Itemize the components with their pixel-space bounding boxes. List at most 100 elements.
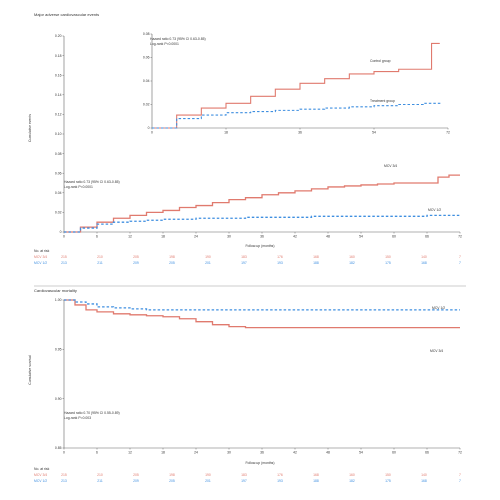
cvm-axes [63, 300, 460, 449]
mace-series-red [64, 174, 460, 233]
cvm-series-blue [64, 299, 460, 311]
cvm-xtick-label: 72 [458, 451, 462, 455]
mace-risk-blue-cell: 209 [133, 261, 139, 265]
mace-ytick-label: 0.06 [55, 171, 62, 175]
cvm-risk-blue-cell: 205 [169, 479, 175, 483]
mace-ytick-label: 0.16 [55, 73, 62, 77]
risk-b-title: No. at risk [34, 467, 50, 471]
inset-ytick-label: 0.08 [143, 32, 150, 36]
mace-xtick-label: 72 [458, 235, 462, 239]
cvm-xtick-label: 54 [359, 451, 363, 455]
cvm-xtick-label: 30 [227, 451, 231, 455]
inset-xtick-label: 54 [372, 131, 376, 135]
mace-xtick-label: 42 [293, 235, 297, 239]
mace-xtick-label: 6 [96, 235, 98, 239]
inset-ytick-label: 0.02 [143, 103, 150, 107]
cvm-risk-blue-cell: 182 [349, 479, 355, 483]
cvm-risk-blue-cell: 201 [205, 479, 211, 483]
cvm-risk-red-cell: 7 [459, 473, 461, 477]
mace-risk-blue-cell: 188 [313, 261, 319, 265]
inset-label-blue: Treatment group [370, 99, 395, 103]
risk-b-group-red: MCV 3/4 [34, 473, 47, 477]
panel-a-label-red: MCV 3/4 [384, 164, 397, 168]
panel-b-label-red: MCV 3/4 [430, 349, 443, 353]
mace-risk-blue-cell: 182 [349, 261, 355, 265]
mace-ytick-label: 0.04 [55, 191, 62, 195]
mace-series-blue [64, 214, 460, 233]
inset-stats-2: Log-rank P<0.0001 [150, 42, 179, 46]
cvm-risk-blue-cell: 7 [459, 479, 461, 483]
cvm-risk-blue-cell: 168 [421, 479, 427, 483]
mace-xtick-label: 48 [326, 235, 330, 239]
inset-xtick-label: 72 [446, 131, 450, 135]
mace-risk-red-cell: 176 [277, 255, 283, 259]
mace-risk-red-cell: 205 [133, 255, 139, 259]
mace-xtick-label: 66 [425, 235, 429, 239]
inset-series-red [152, 42, 440, 129]
mace-xtick-label: 18 [161, 235, 165, 239]
panel-b-stats-1: Hazard ratio 0.70 (95% CI 0.55-0.89) [64, 411, 120, 415]
cvm-risk-blue-cell: 175 [385, 479, 391, 483]
panel-a-xlabel: Follow-up (months) [245, 244, 274, 248]
panel-cv-mortality: Cardiovascular mortality Cumulative surv… [28, 288, 445, 483]
mace-xtick-label: 54 [359, 235, 363, 239]
cvm-risk-red-cell: 183 [241, 473, 247, 477]
cvm-risk-blue-cell: 193 [277, 479, 283, 483]
mace-xtick-label: 0 [63, 235, 65, 239]
mace-xtick-label: 36 [260, 235, 264, 239]
cvm-risk-red-cell: 160 [349, 473, 355, 477]
cvm-risk-red-cell: 198 [169, 473, 175, 477]
mace-risk-blue-cell: 205 [169, 261, 175, 265]
inset-ytick-label: 0.06 [143, 56, 150, 60]
cvm-series-red [64, 299, 460, 329]
mace-ytick-label: 0.10 [55, 132, 62, 136]
cvm-risk-red-cell: 140 [421, 473, 427, 477]
risk-a-title: No. at risk [34, 249, 50, 253]
cvm-xtick-label: 48 [326, 451, 330, 455]
mace-risk-red-cell: 183 [241, 255, 247, 259]
cvm-risk-red-cell: 205 [133, 473, 139, 477]
cvm-xtick-label: 36 [260, 451, 264, 455]
panel-b-label-blue: MCV 1/2 [432, 306, 445, 310]
mace-risk-red-cell: 140 [421, 255, 427, 259]
mace-ytick-label: 0.20 [55, 34, 62, 38]
panel-a-title: Major adverse cardiovascular events [34, 12, 99, 17]
cvm-risk-blue-cell: 188 [313, 479, 319, 483]
mace-risk-red-cell: 7 [459, 255, 461, 259]
cvm-risk-red-cell: 210 [97, 473, 103, 477]
mace-risk-red-cell: 160 [349, 255, 355, 259]
cvm-xtick-label: 6 [96, 451, 98, 455]
panel-b-ylabel: Cumulative survival [28, 355, 32, 385]
mace-risk-blue-cell: 7 [459, 261, 461, 265]
mace-risk-blue-cell: 213 [61, 261, 67, 265]
inset-chart: Hazard ratio 0.73 (95% CI 0.63-0.85) Log… [150, 37, 395, 103]
cvm-risk-blue-cell: 211 [97, 479, 103, 483]
cvm-risk-blue-cell: 209 [133, 479, 139, 483]
risk-a-group-red: MCV 3/4 [34, 255, 47, 259]
mace-risk-blue-cell: 175 [385, 261, 391, 265]
cvm-risk-blue-cell: 213 [61, 479, 67, 483]
mace-risk-blue-cell: 197 [241, 261, 247, 265]
cvm-risk-blue-cell: 197 [241, 479, 247, 483]
cvm-xtick-label: 66 [425, 451, 429, 455]
cvm-risk-red-cell: 176 [277, 473, 283, 477]
inset-xtick-label: 18 [224, 131, 228, 135]
cvm-xtick-label: 18 [161, 451, 165, 455]
cvm-risk-red-cell: 215 [61, 473, 67, 477]
panel-b-title: Cardiovascular mortality [34, 288, 77, 293]
mace-risk-red-cell: 215 [61, 255, 67, 259]
cvm-ytick-label: 0.90 [55, 397, 62, 401]
inset-ytick-label: 0 [148, 126, 150, 130]
chart-marks: 0 6 12 18 24 30 36 42 48 54 60 66 7200.020.040.060.0… [55, 32, 462, 483]
inset-stats-1: Hazard ratio 0.73 (95% CI 0.63-0.85) [150, 37, 206, 41]
mace-risk-blue-cell: 201 [205, 261, 211, 265]
mace-risk-red-cell: 198 [169, 255, 175, 259]
cvm-xtick-label: 24 [194, 451, 198, 455]
mace-risk-red-cell: 168 [313, 255, 319, 259]
mace-xtick-label: 60 [392, 235, 396, 239]
cvm-risk-red-cell: 190 [205, 473, 211, 477]
mace-xtick-label: 24 [194, 235, 198, 239]
inset-series-blue [152, 102, 441, 129]
panel-a-ylabel: Cumulative events [28, 114, 32, 142]
